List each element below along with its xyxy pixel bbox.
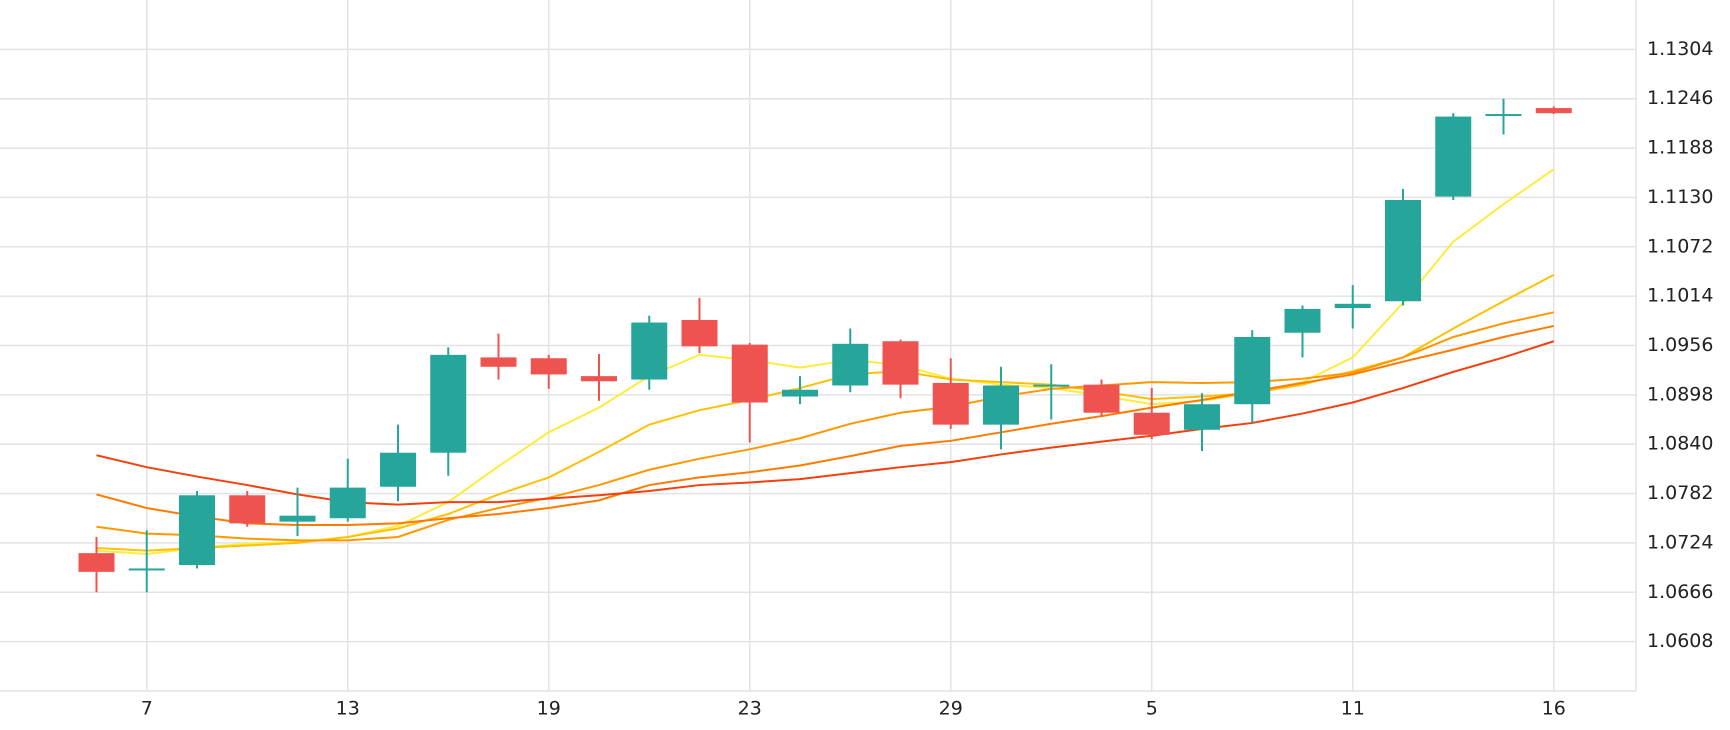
y-tick-label: 1.0898 xyxy=(1647,383,1713,405)
y-tick-label: 1.1304 xyxy=(1647,38,1713,60)
candle-body xyxy=(1535,108,1572,114)
candle-body xyxy=(681,319,718,347)
candle-body xyxy=(128,568,165,571)
x-tick-label: 16 xyxy=(1542,698,1566,720)
candle-body xyxy=(1485,114,1522,117)
candle-body xyxy=(78,553,115,572)
candle-body xyxy=(1334,303,1371,309)
x-tick-label: 7 xyxy=(141,698,153,720)
x-tick-label: 19 xyxy=(537,698,561,720)
candle-body xyxy=(179,495,215,566)
candle-body xyxy=(229,495,266,524)
y-tick-label: 1.1188 xyxy=(1647,137,1713,159)
candle-body xyxy=(932,382,969,425)
x-tick-label: 23 xyxy=(738,698,762,720)
candle-body xyxy=(731,344,768,403)
moving-average-line xyxy=(96,273,1555,552)
y-tick-label: 1.0608 xyxy=(1647,630,1713,652)
y-tick-label: 1.0724 xyxy=(1647,531,1713,553)
candle-body xyxy=(1083,384,1120,413)
candle-body xyxy=(1033,384,1070,387)
candle-body xyxy=(983,385,1019,425)
y-tick-label: 1.0956 xyxy=(1647,334,1713,356)
candle-body xyxy=(631,322,668,380)
candle-body xyxy=(1435,116,1472,197)
x-tick-label: 13 xyxy=(336,698,360,720)
x-tick-label: 29 xyxy=(939,698,963,720)
x-tick-label: 11 xyxy=(1341,698,1365,720)
candle-body xyxy=(430,354,467,453)
moving-average-line xyxy=(96,311,1554,542)
x-tick-label: 5 xyxy=(1146,698,1158,720)
candle-body xyxy=(530,358,567,375)
candle-body xyxy=(380,452,416,487)
candle-body xyxy=(1284,308,1321,333)
candle-body xyxy=(480,357,517,367)
candle-body xyxy=(279,515,316,522)
candle-body xyxy=(1385,199,1421,302)
candle-body xyxy=(1234,336,1271,405)
candle-body xyxy=(329,487,366,519)
candle-body xyxy=(1184,404,1220,430)
y-tick-label: 1.1246 xyxy=(1647,87,1713,109)
y-tick-label: 1.1072 xyxy=(1647,235,1713,257)
y-tick-label: 1.0782 xyxy=(1647,482,1713,504)
y-tick-label: 1.0840 xyxy=(1647,433,1713,455)
y-tick-label: 1.0666 xyxy=(1647,581,1713,603)
y-tick-label: 1.1014 xyxy=(1647,285,1713,307)
candle-body xyxy=(581,376,617,382)
candle-body xyxy=(1133,412,1170,435)
moving-average-line xyxy=(96,324,1554,527)
y-tick-label: 1.1130 xyxy=(1647,186,1713,208)
candle-body xyxy=(832,343,869,386)
candle-body xyxy=(782,389,818,397)
candle-body xyxy=(882,341,919,385)
